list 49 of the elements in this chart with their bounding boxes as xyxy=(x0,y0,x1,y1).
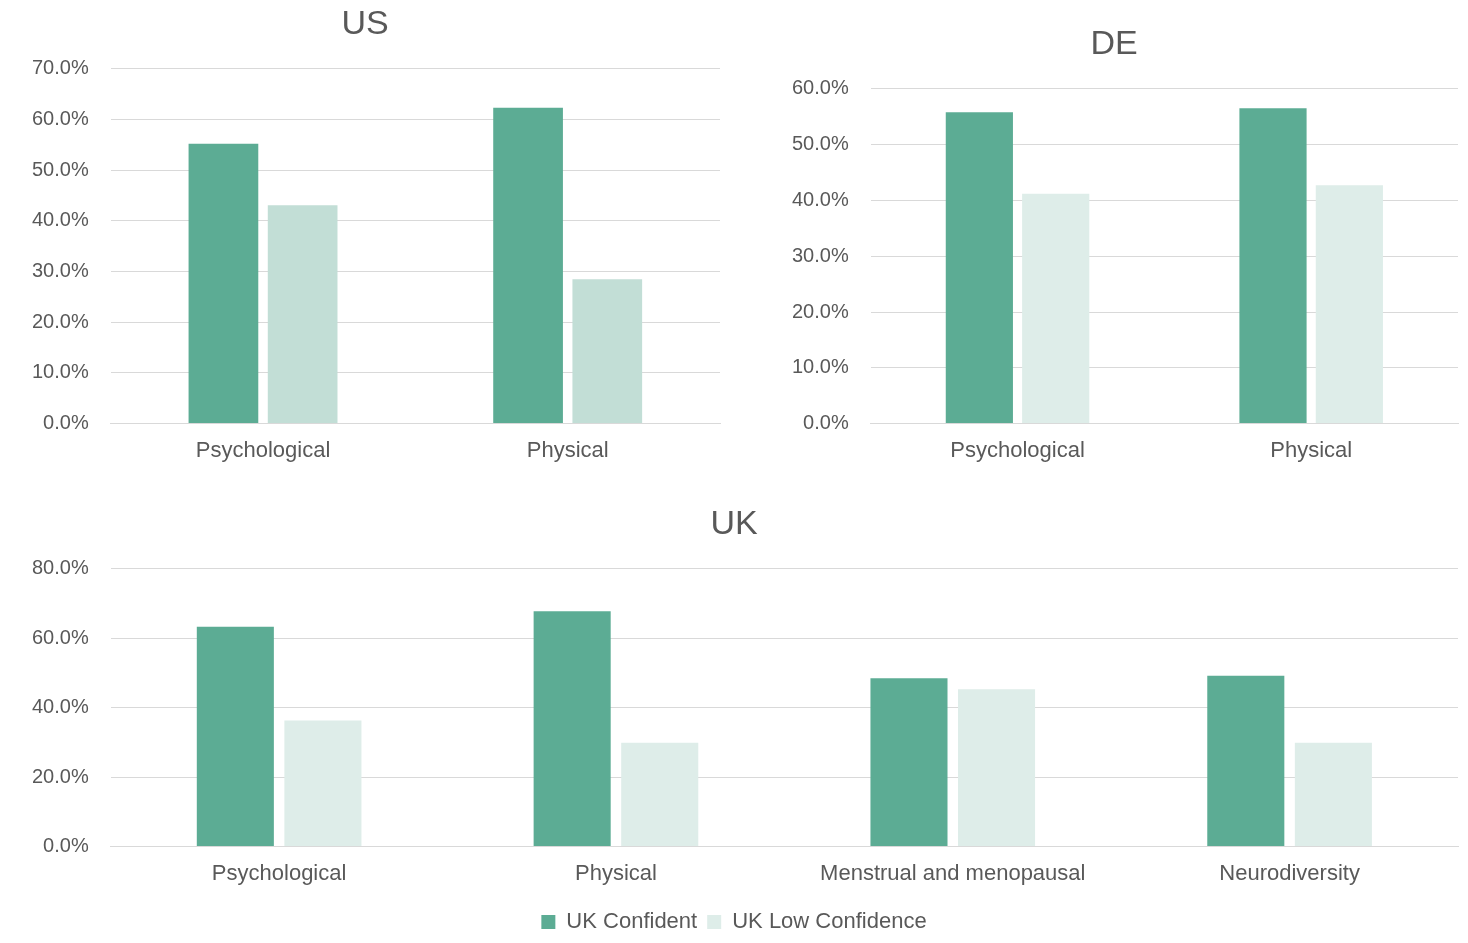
y-tick-label: 0.0% xyxy=(43,834,89,857)
x-tick-label: Physical xyxy=(1270,436,1353,462)
y-tick-label: 50.0% xyxy=(31,157,89,180)
bar xyxy=(945,112,1013,424)
legend-label: UK Low Confidence xyxy=(732,908,927,934)
y-tick-label: 0.0% xyxy=(43,411,89,434)
y-tick-label: 20.0% xyxy=(791,299,849,322)
y-tick-label: 40.0% xyxy=(31,695,89,718)
bar xyxy=(621,742,699,847)
bar xyxy=(1207,675,1285,847)
x-tick-label: Psychological xyxy=(195,436,331,462)
bar xyxy=(1239,108,1307,424)
y-tick-label: 40.0% xyxy=(791,187,849,210)
bar xyxy=(196,626,274,847)
y-tick-label: 60.0% xyxy=(31,625,89,648)
y-tick-label: 0.0% xyxy=(803,411,849,434)
x-tick-label: Menstrual and menopausal xyxy=(820,859,1086,885)
y-tick-label: 60.0% xyxy=(31,107,89,129)
y-tick-label: 20.0% xyxy=(31,764,89,787)
y-tick-label: 30.0% xyxy=(31,259,89,282)
bar xyxy=(533,611,611,847)
x-tick-label: Neurodiversity xyxy=(1219,859,1360,885)
y-tick-label: 70.0% xyxy=(31,56,89,79)
y-tick-label: 50.0% xyxy=(791,132,849,155)
y-tick-label: 80.0% xyxy=(31,556,89,579)
bar xyxy=(958,689,1036,847)
bar xyxy=(1315,185,1383,424)
bar xyxy=(1294,742,1372,847)
bar xyxy=(284,720,362,847)
bar xyxy=(572,279,643,424)
legend-label: UK Confident xyxy=(566,908,698,934)
y-tick-label: 40.0% xyxy=(31,208,89,231)
bar xyxy=(267,205,338,424)
bar xyxy=(1022,193,1090,424)
y-tick-label: 10.0% xyxy=(791,355,849,378)
chart-title: US xyxy=(341,2,389,41)
x-tick-label: Psychological xyxy=(950,436,1085,462)
y-tick-label: 60.0% xyxy=(791,76,849,99)
y-tick-label: 30.0% xyxy=(791,243,849,266)
x-tick-label: Psychological xyxy=(211,859,347,885)
y-tick-label: 10.0% xyxy=(31,360,89,383)
chart-title: UK xyxy=(710,502,758,541)
x-tick-label: Physical xyxy=(526,436,609,462)
bar xyxy=(870,678,948,847)
bar xyxy=(493,107,563,424)
x-tick-label: Physical xyxy=(574,859,657,885)
chart-title: DE xyxy=(1090,22,1138,61)
y-tick-label: 20.0% xyxy=(31,309,89,332)
bar xyxy=(188,143,259,424)
